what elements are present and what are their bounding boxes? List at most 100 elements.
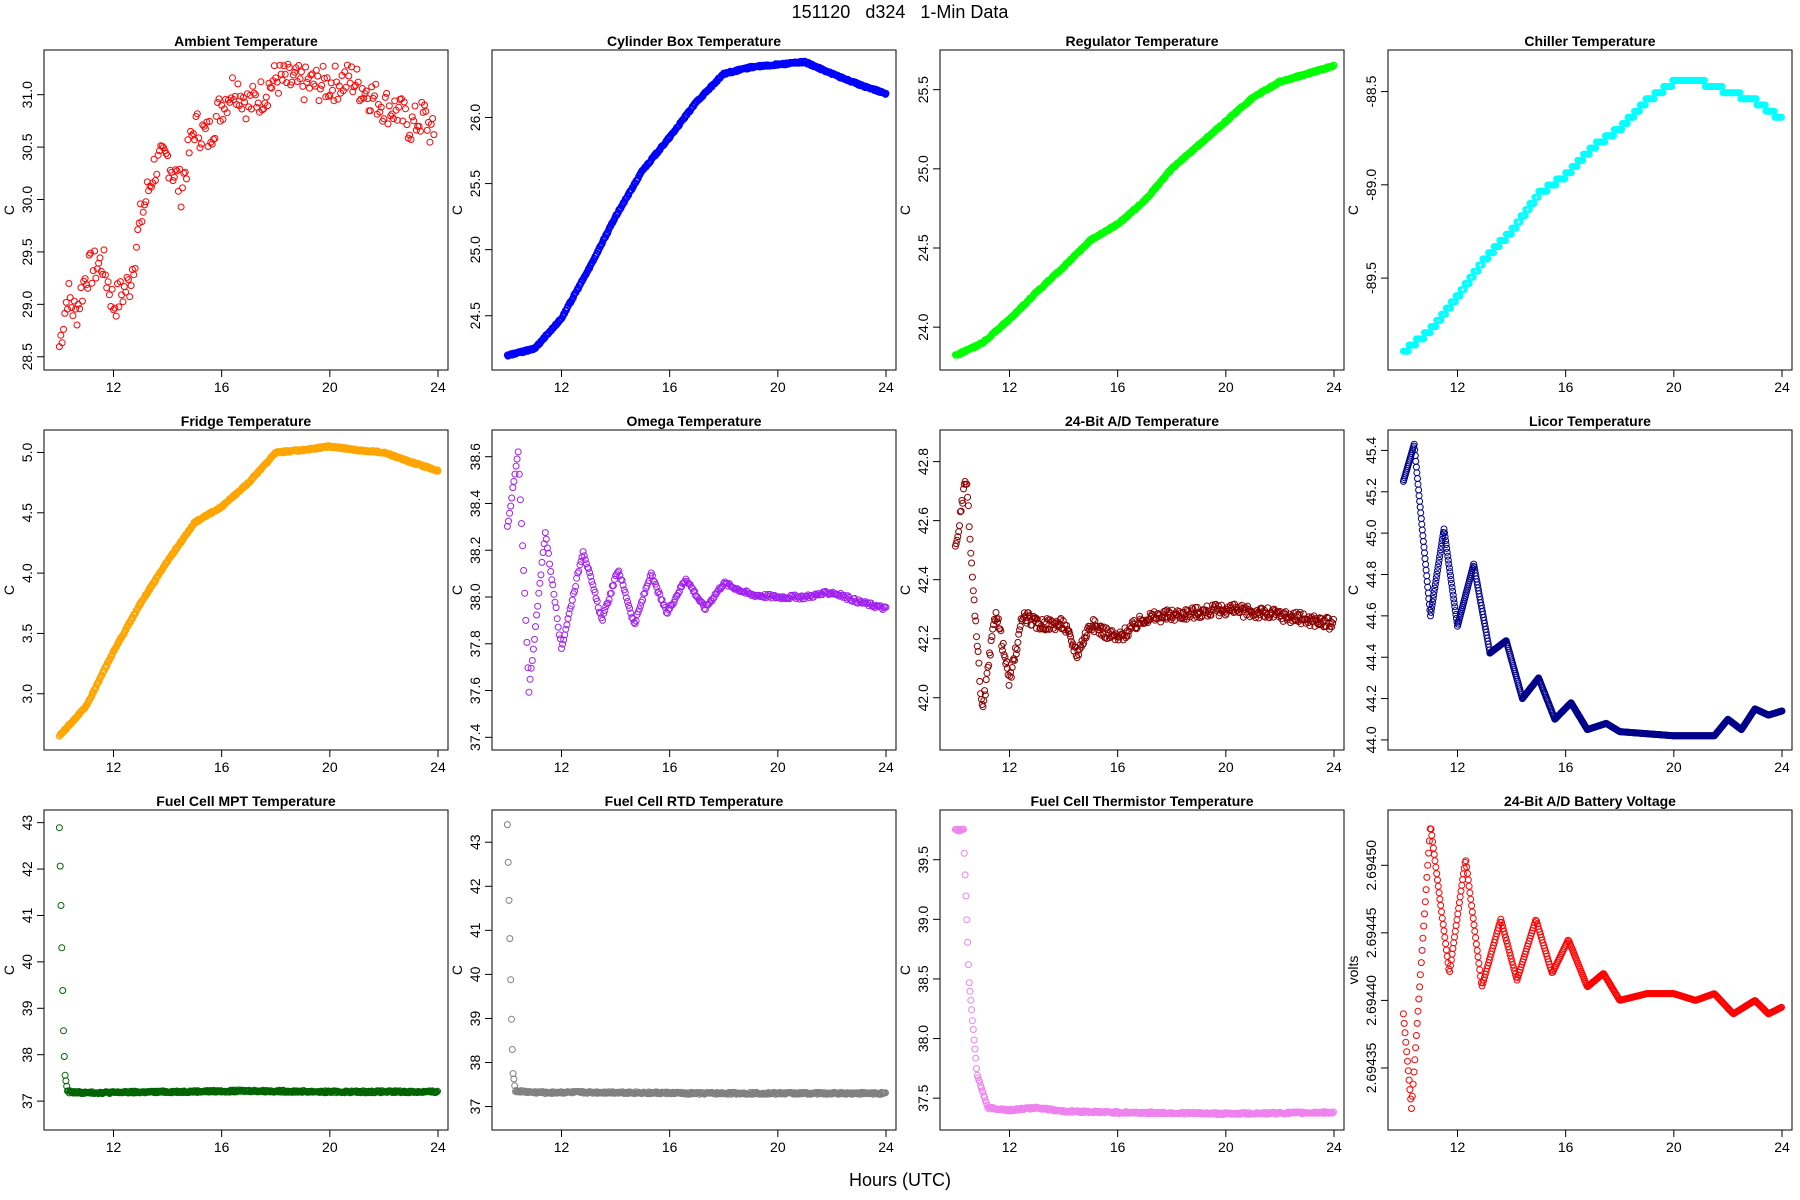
data-point [573, 574, 581, 582]
data-point [1427, 612, 1434, 620]
data-point [242, 115, 250, 123]
data-point [58, 339, 66, 347]
data-point [513, 455, 521, 463]
data-point [164, 152, 172, 160]
y-tick-label: 25.5 [467, 170, 483, 197]
data-point [1412, 463, 1420, 471]
plot-frame [939, 49, 1345, 371]
x-tick-label: 16 [662, 759, 678, 775]
data-point [124, 276, 132, 284]
y-tick-label: 4.0 [19, 563, 35, 583]
y-tick-label: 3.0 [19, 684, 35, 704]
data-point [957, 507, 965, 515]
data-point [323, 74, 331, 82]
data-point [377, 103, 385, 111]
data-points [951, 478, 1337, 711]
data-point [994, 618, 1002, 626]
data-point [55, 824, 63, 832]
data-point [882, 603, 890, 611]
data-point [641, 589, 649, 597]
data-point [654, 589, 662, 597]
data-point [981, 691, 989, 699]
data-point [730, 584, 737, 592]
data-point [710, 594, 718, 602]
data-point [575, 567, 583, 575]
data-point [62, 298, 70, 306]
data-point [105, 291, 113, 299]
data-point [1438, 539, 1446, 547]
data-point [303, 78, 311, 86]
data-point [297, 68, 305, 76]
data-point [560, 636, 568, 644]
data-point [1067, 633, 1075, 641]
chart-title: Omega Temperature [626, 413, 761, 429]
data-point [402, 105, 409, 113]
data-point [1448, 579, 1455, 587]
data-point [57, 902, 65, 909]
data-point [982, 676, 990, 684]
data-point [615, 567, 623, 575]
data-point [542, 535, 550, 543]
data-point [85, 251, 93, 259]
data-point [101, 271, 109, 279]
data-point [525, 688, 533, 696]
data-point [366, 107, 374, 115]
data-point [959, 499, 967, 507]
data-point [989, 625, 997, 633]
data-point [1429, 595, 1437, 602]
data-point [1421, 555, 1429, 563]
data-point [1413, 469, 1421, 477]
data-point [1448, 583, 1456, 591]
data-point [572, 583, 580, 590]
data-point [506, 509, 514, 517]
data-point [197, 140, 205, 148]
data-point [264, 102, 272, 110]
data-point [844, 592, 852, 600]
chart-title: Ambient Temperature [174, 33, 318, 49]
data-point [954, 533, 962, 541]
data-point [1016, 626, 1023, 634]
plot-frame [43, 809, 449, 1131]
data-point [1007, 673, 1015, 681]
data-point [1449, 587, 1457, 595]
y-tick-label: 38.6 [467, 443, 483, 470]
x-tick-label: 20 [1218, 379, 1234, 395]
data-point [964, 502, 972, 510]
data-point [528, 657, 536, 664]
data-point [1133, 624, 1141, 632]
data-point [1440, 525, 1448, 533]
data-point [969, 587, 977, 595]
data-point [983, 669, 991, 677]
data-point [345, 72, 353, 80]
x-tick-label: 20 [322, 1139, 338, 1155]
x-tick-label: 12 [1002, 379, 1018, 395]
data-point [1157, 618, 1165, 626]
data-point [1330, 61, 1338, 69]
data-point [505, 517, 512, 525]
data-point [1328, 623, 1336, 631]
y-axis-label: C [897, 205, 913, 215]
data-point [612, 572, 620, 580]
data-point [312, 66, 320, 74]
data-point [181, 168, 189, 176]
data-point [1422, 560, 1430, 568]
data-point [963, 480, 971, 488]
data-point [1450, 595, 1458, 603]
y-tick-label: 42 [19, 861, 35, 877]
data-point [508, 494, 516, 502]
data-point [520, 567, 528, 574]
data-point [210, 135, 217, 143]
data-point [514, 448, 522, 456]
x-tick-label: 24 [1774, 379, 1790, 395]
data-point [527, 664, 535, 672]
data-point [1447, 576, 1455, 583]
x-tick-label: 20 [322, 379, 338, 395]
data-point [971, 612, 979, 620]
data-point [1162, 615, 1170, 623]
data-point [1445, 560, 1453, 568]
data-point [1442, 541, 1450, 548]
data-point [1434, 563, 1442, 571]
data-point [62, 1077, 70, 1085]
